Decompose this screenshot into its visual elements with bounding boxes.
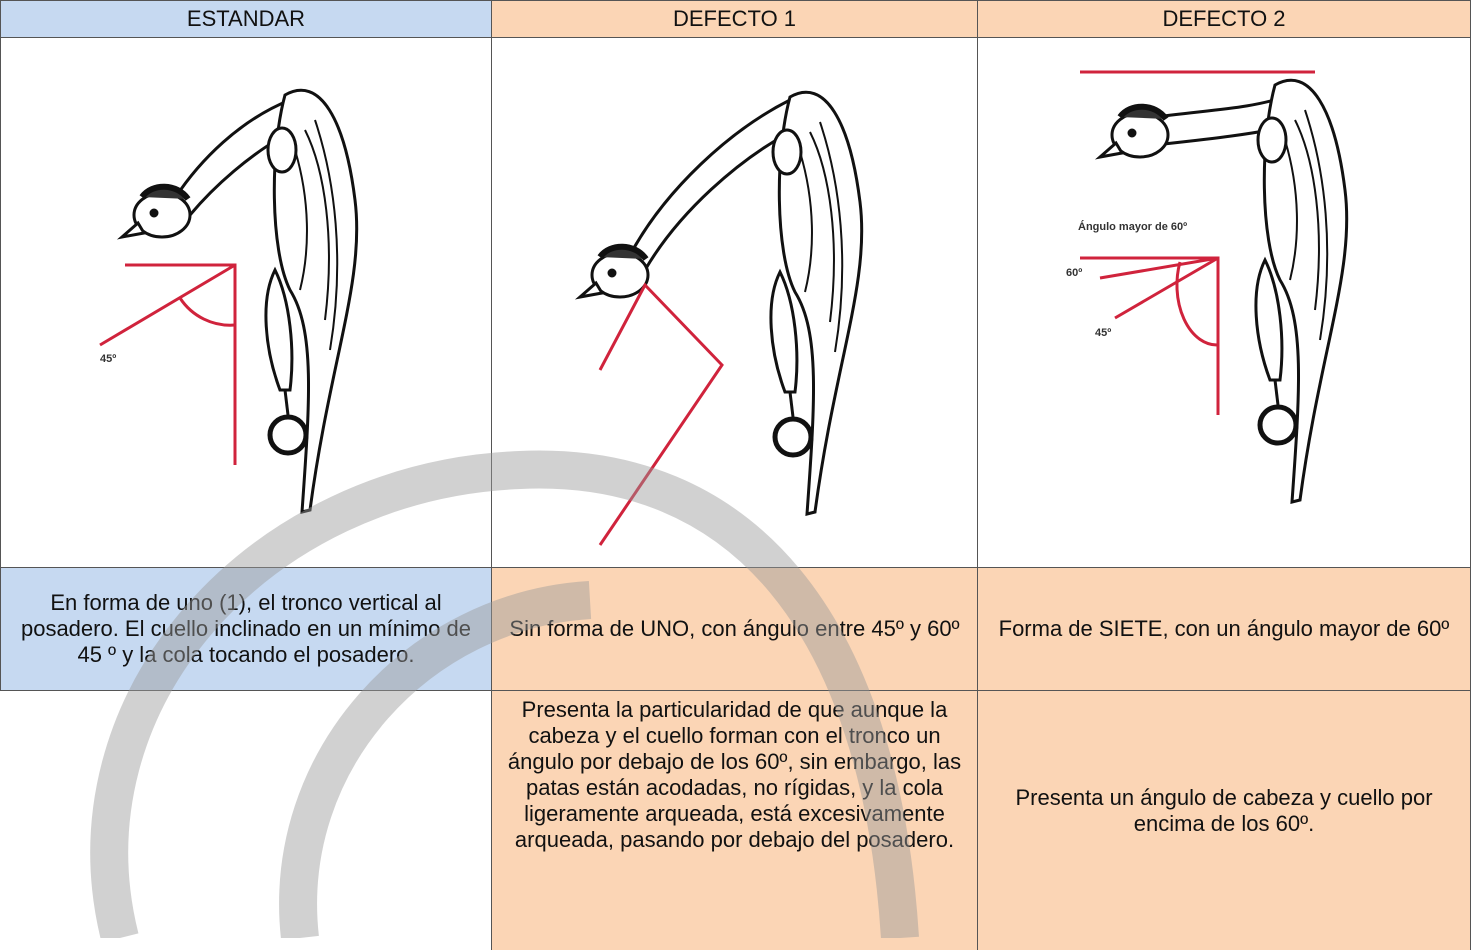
description: En forma de uno (1), el tronco vertical … <box>0 567 492 691</box>
description: Forma de SIETE, con un ángulo mayor de 6… <box>977 567 1471 691</box>
description: Sin forma de UNO, con ángulo entre 45º y… <box>491 567 978 691</box>
figure-cell <box>977 37 1471 568</box>
header-cell: DEFECTO 1 <box>491 0 978 38</box>
header-cell: DEFECTO 2 <box>977 0 1471 38</box>
header-cell: ESTANDAR <box>0 0 492 38</box>
figure-cell <box>0 37 492 568</box>
note: Presenta un ángulo de cabeza y cuello po… <box>977 690 1471 950</box>
note: Presenta la particularidad de que aunque… <box>491 690 978 950</box>
figure-cell <box>491 37 978 568</box>
